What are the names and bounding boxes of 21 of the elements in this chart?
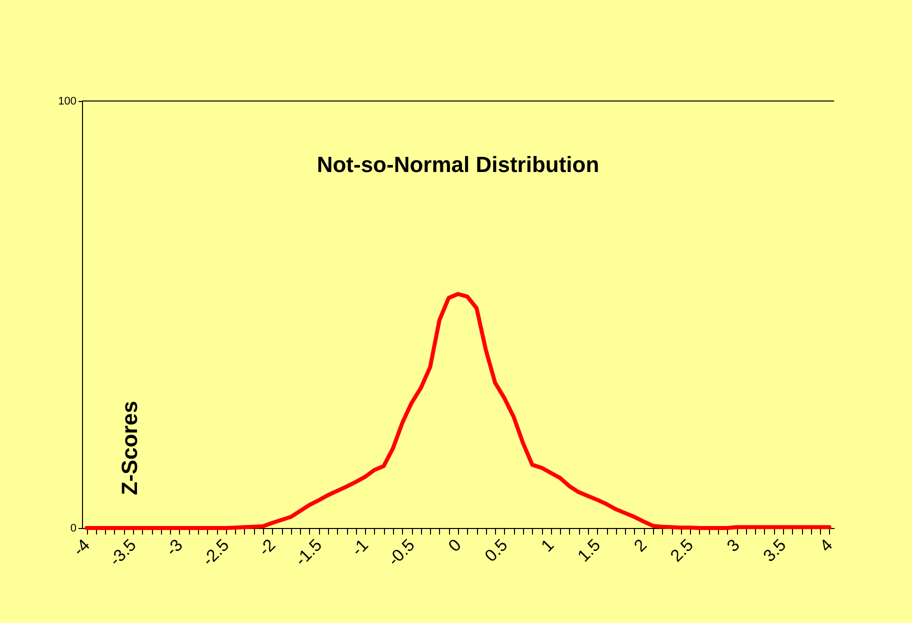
x-tick-label: -1.5 [291, 535, 326, 570]
x-tick-label: -1 [348, 535, 372, 560]
line-series [84, 292, 832, 530]
x-tick-label: -2 [255, 535, 280, 560]
x-tick-label: -4 [69, 535, 94, 560]
x-tick-label: 0 [444, 535, 465, 556]
x-tick-label: -3.5 [106, 535, 140, 570]
text: Not-so-Normal Distribution [316, 152, 600, 177]
x-tick-label: 3.5 [760, 535, 790, 566]
y-tick-label: 100 [58, 96, 76, 108]
x-tick-label: 1.5 [574, 535, 604, 566]
x-tick-label: 3 [723, 535, 744, 556]
x-tick-label: -2.5 [198, 535, 233, 570]
x-tick-label: -0.5 [384, 535, 418, 570]
x-tick-label: 1 [538, 535, 558, 556]
x-tick-label: -3 [162, 535, 186, 560]
x-tick-label: 4 [816, 535, 836, 556]
annotation: Z-Scores [117, 400, 142, 496]
x-tick-label: 0.5 [481, 535, 512, 566]
x-tick-label: 2 [630, 535, 651, 556]
x-tick-label: 2.5 [666, 535, 697, 566]
